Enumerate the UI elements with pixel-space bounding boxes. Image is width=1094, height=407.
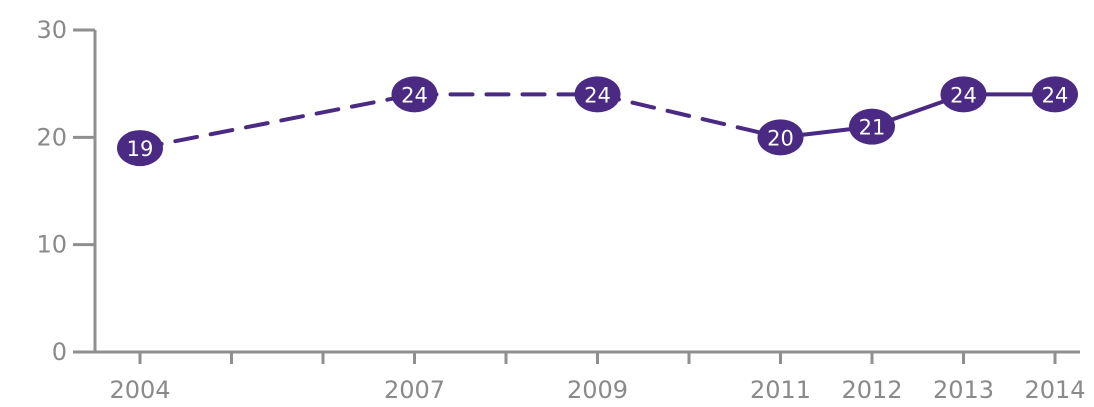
- x-tick-label: 2012: [841, 376, 902, 404]
- data-point-label: 24: [950, 83, 977, 107]
- x-tick-label: 2004: [109, 376, 170, 404]
- data-point-label: 24: [401, 83, 428, 107]
- y-tick-label: 20: [36, 123, 67, 151]
- y-tick-label: 10: [36, 231, 67, 259]
- chart-ticks: 0 10 20 30 2004 2007 2009 2011 2012 2013 2014: [36, 16, 1085, 404]
- data-point-label: 24: [584, 83, 611, 107]
- data-point-marker: [940, 76, 987, 113]
- x-tick-label: 2007: [384, 376, 445, 404]
- data-point-marker: [117, 130, 163, 167]
- chart-axes: [93, 30, 1080, 354]
- data-point-marker: [1032, 76, 1078, 113]
- data-point-label: 20: [767, 126, 794, 150]
- data-point-label: 21: [859, 116, 886, 140]
- data-point-label: 24: [1042, 83, 1069, 107]
- x-tick-label: 2009: [567, 376, 628, 404]
- x-tick-label: 2013: [933, 376, 994, 404]
- x-tick-label: 2011: [750, 376, 811, 404]
- data-point-label: 19: [127, 137, 154, 161]
- series-line-dashed-segment: [138, 92, 417, 151]
- data-point-marker: [391, 76, 438, 113]
- y-tick-label: 30: [36, 16, 67, 44]
- data-point-marker: [757, 119, 804, 156]
- series-line-dashed-segment: [595, 92, 783, 140]
- x-tick-label: 2014: [1024, 376, 1085, 404]
- chart-points: 19 24 24 20 21 24 24: [117, 76, 1078, 167]
- data-point-marker: [849, 108, 895, 145]
- data-point-marker: [574, 76, 621, 113]
- y-tick-label: 0: [52, 338, 67, 366]
